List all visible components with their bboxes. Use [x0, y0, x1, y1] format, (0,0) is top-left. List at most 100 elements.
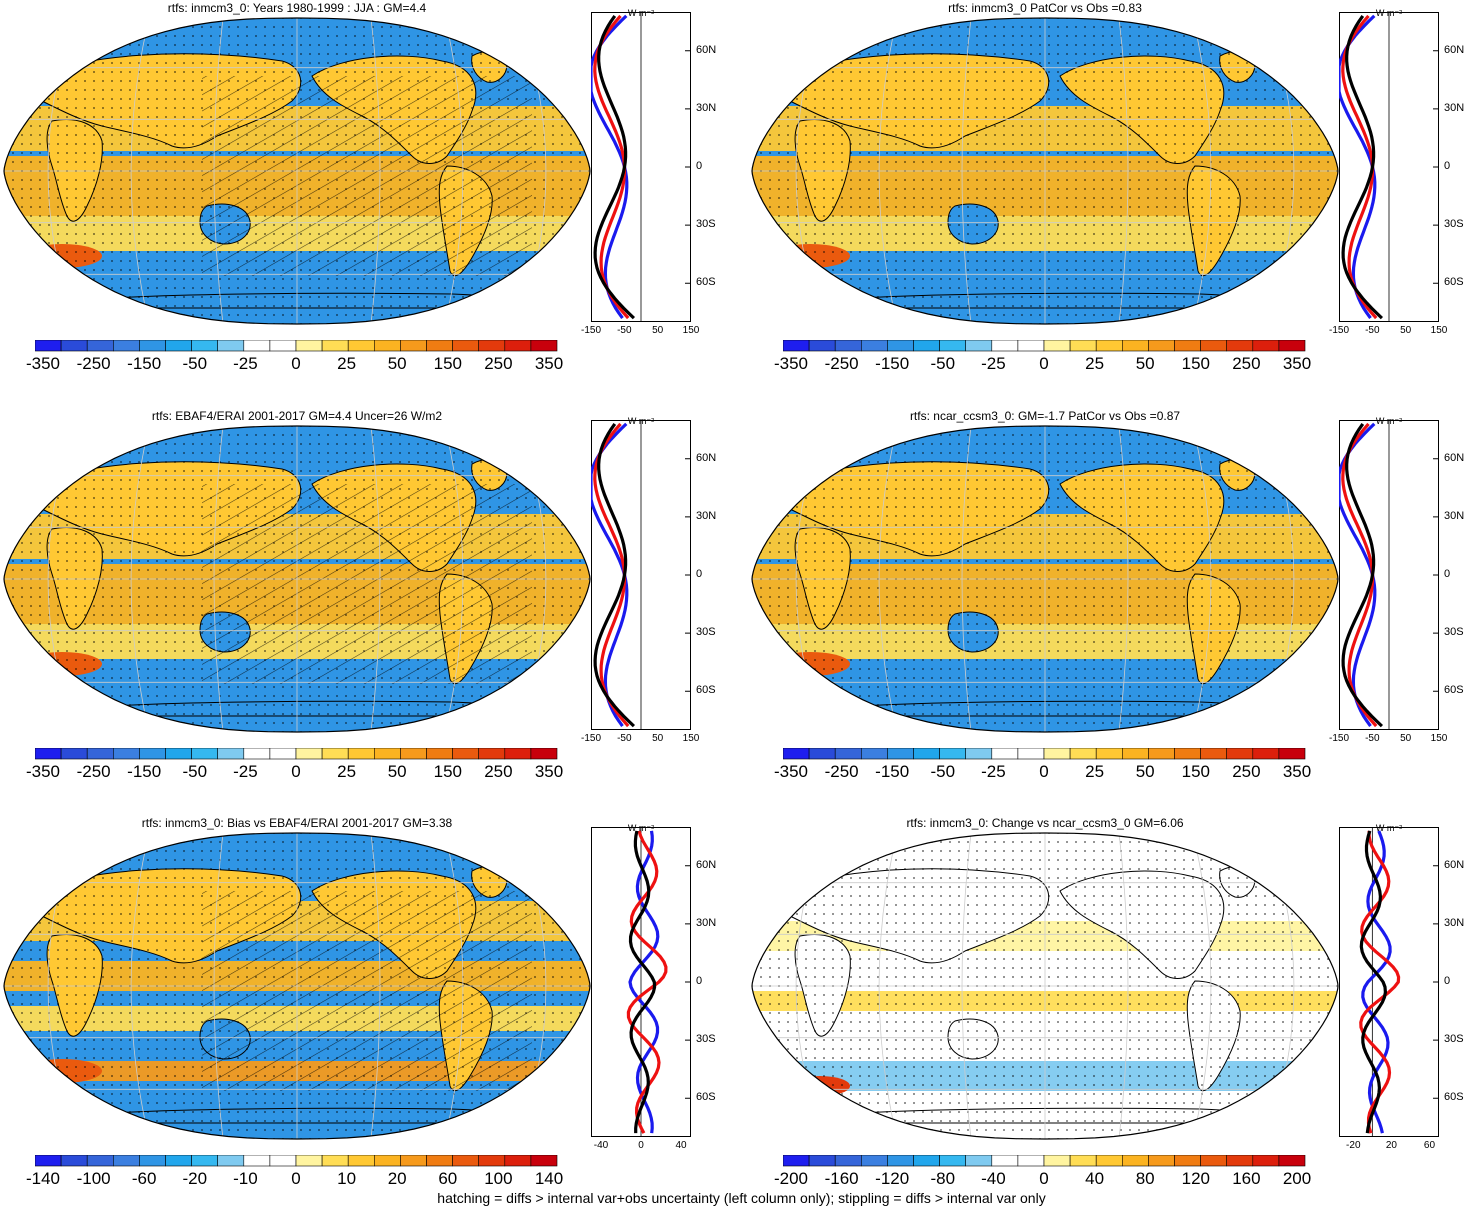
zonal-unit-label: W m⁻² — [1375, 416, 1403, 426]
colorbar-swatch — [1121, 339, 1149, 352]
zonal-line-black — [1341, 422, 1384, 728]
colorbar-swatch — [86, 339, 114, 352]
colorbar-tick-label: -150 — [875, 762, 910, 781]
colorbar-tick-label: 25 — [1085, 354, 1105, 373]
colorbar-tick-label: -150 — [875, 354, 910, 373]
zonal-lat-tick: 30N — [1444, 916, 1465, 929]
colorbar-tick-label: -150 — [127, 762, 162, 781]
colorbar-tick-label: 150 — [433, 762, 462, 781]
colorbar-swatch — [965, 1154, 993, 1167]
graticule-meridian — [1192, 18, 1212, 324]
zonal-x-tick: 50 — [1400, 733, 1412, 744]
zonal-mean-p6: 60N 30N 0 30S 60S -20 20 60 W m⁻² — [1339, 823, 1483, 1167]
colorbar-swatch — [913, 339, 940, 352]
colorbar-tick-label: -250 — [76, 762, 111, 781]
colorbar-swatch — [191, 747, 219, 760]
zonal-lat-tick: 60S — [1444, 276, 1464, 289]
colorbar-swatch — [139, 339, 166, 352]
colorbar-swatch — [243, 1154, 271, 1167]
graticule-meridian — [444, 833, 464, 1139]
map-p5 — [3, 832, 591, 1140]
zonal-frame — [1339, 827, 1439, 1137]
colorbar-swatch — [269, 747, 297, 760]
colorbar-tick-label: -160 — [824, 1169, 859, 1188]
zonal-line-red — [626, 830, 668, 1134]
colorbar-swatch — [1017, 1154, 1045, 1167]
zonal-x-tick: 50 — [652, 325, 664, 336]
colorbar-swatch — [834, 747, 862, 760]
colorbar-swatch — [991, 339, 1019, 352]
graticule-meridian — [444, 426, 464, 732]
colorbar-tick-label: 200 — [1282, 1169, 1312, 1188]
graticule-meridian — [370, 426, 381, 732]
graticule-meridian — [961, 18, 972, 324]
colorbar-swatch — [217, 339, 245, 352]
map-hatching — [202, 891, 532, 1091]
colorbar-tick-label: -120 — [875, 1169, 910, 1188]
zonal-unit-label: W m⁻² — [627, 8, 655, 18]
colorbar-tick-label: -200 — [773, 1169, 809, 1188]
colorbar-tick-label: 250 — [484, 354, 513, 373]
zonal-lat-tick: 60S — [696, 276, 716, 289]
graticule-meridian — [444, 18, 464, 324]
zonal-x-tick: 50 — [652, 733, 664, 744]
zonal-x-tick: -50 — [617, 733, 632, 744]
colorbar-swatch — [1069, 1154, 1097, 1167]
colorbar-swatch — [243, 747, 271, 760]
colorbar-tick-label: 0 — [1039, 1169, 1049, 1188]
colorbar-swatch — [321, 1154, 349, 1167]
map-title-p6: rtfs: inmcm3_0: Change vs ncar_ccsm3_0 G… — [906, 816, 1184, 830]
zonal-mean-p1: 60N 30N 0 30S 60S -150 -50 50 150 W m⁻² — [581, 8, 751, 352]
colorbar-swatch — [347, 339, 375, 352]
graticule-meridian — [1192, 426, 1212, 732]
colorbar-tick-label: 25 — [337, 354, 357, 373]
colorbar-swatch — [426, 1154, 453, 1167]
zonal-lat-tick: 30S — [696, 626, 716, 639]
colorbar-swatch — [991, 747, 1019, 760]
colorbar-swatch — [530, 747, 558, 760]
colorbar-swatch — [1095, 747, 1123, 760]
zonal-x-tick: -40 — [593, 1140, 609, 1151]
map-outline — [3, 425, 591, 733]
colorbar-swatch — [478, 1154, 506, 1167]
zonal-x-tick: -20 — [1346, 1140, 1361, 1151]
zonal-lat-tick: 60N — [1444, 43, 1465, 56]
colorbar-swatch — [373, 747, 401, 760]
zonal-x-tick: -150 — [1328, 325, 1350, 336]
colorbar-swatch — [1069, 747, 1097, 760]
colorbar-swatch — [347, 1154, 375, 1167]
colorbar-swatch — [295, 339, 323, 352]
zonal-lat-tick: 30N — [696, 101, 717, 114]
colorbar-swatch — [60, 1154, 88, 1167]
colorbar-swatch — [1121, 1154, 1149, 1167]
colorbar-tick-label: -50 — [930, 354, 956, 373]
zonal-x-tick: -150 — [580, 325, 602, 336]
colorbar-swatch — [347, 747, 375, 760]
colorbar-swatch — [1278, 339, 1306, 352]
zonal-unit-label: W m⁻² — [1375, 8, 1403, 18]
colorbar-swatch — [1278, 1154, 1306, 1167]
colorbar-swatch — [113, 339, 140, 352]
colorbar-tick-label: 60 — [438, 1169, 458, 1188]
colorbar-tick-label: 250 — [1232, 354, 1261, 373]
zonal-line-black — [593, 422, 636, 728]
zonal-mean-p2: 60N 30N 0 30S 60S -150 -50 50 150 W m⁻² — [1329, 8, 1483, 352]
colorbar-tick-label: -350 — [773, 354, 809, 373]
graticule-meridian — [878, 833, 898, 1139]
colorbar-swatch — [1017, 339, 1045, 352]
colorbar-swatch — [139, 747, 166, 760]
colorbar-tick-label: -40 — [981, 1169, 1006, 1188]
colorbar-swatch — [452, 1154, 480, 1167]
colorbar-swatch — [939, 747, 967, 760]
colorbar-tick-label: -150 — [127, 354, 162, 373]
graticule-meridian — [1118, 426, 1129, 732]
colorbar-swatch — [60, 747, 88, 760]
colorbar-swatch — [295, 747, 323, 760]
colorbar-swatch — [504, 339, 532, 352]
colorbar-tick-label: 80 — [1135, 1169, 1155, 1188]
colorbar-swatch — [1174, 339, 1201, 352]
colorbar-swatch — [965, 747, 993, 760]
zonal-x-tick: 150 — [682, 325, 700, 336]
zonal-lat-tick: 60N — [696, 43, 717, 56]
colorbar-swatch — [373, 339, 401, 352]
